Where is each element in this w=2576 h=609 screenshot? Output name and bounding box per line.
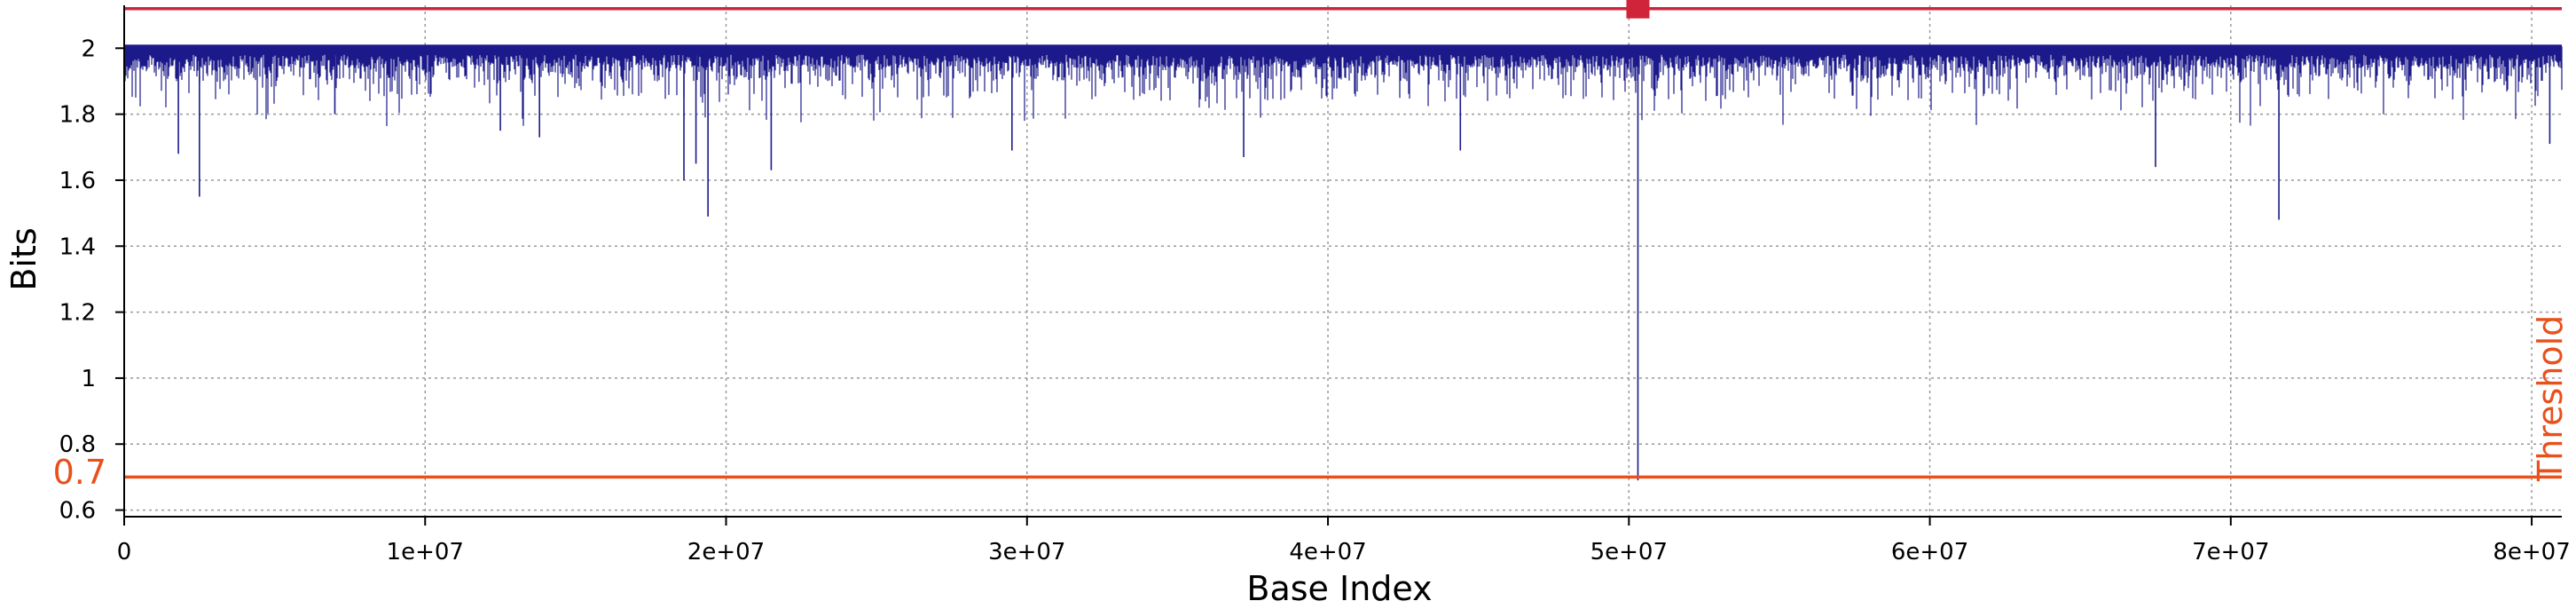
x-tick-label: 5e+07: [1590, 539, 1668, 566]
series-layer: [123, 44, 2563, 481]
y-tick-label: 0.8: [59, 431, 96, 458]
axis-layer: 0 1e+07 2e+07 3e+07 4e+07 5e+07 6e+07 7e+07 8e+0…: [59, 5, 2571, 566]
x-tick-label: 6e+07: [1891, 539, 1968, 566]
x-tick-label: 3e+07: [988, 539, 1065, 566]
x-tick-label: 2e+07: [687, 539, 765, 566]
x-tick-label: 4e+07: [1289, 539, 1366, 566]
y-tick-label: 0.6: [59, 498, 96, 525]
series-baseline-band: [124, 44, 2562, 54]
y-tick-label: 1.6: [59, 168, 96, 194]
x-tick-label: 0: [117, 539, 132, 566]
x-tick-label: 7e+07: [2192, 539, 2269, 566]
y-tick-label: 1: [81, 366, 96, 392]
y-tick-label: 2: [81, 36, 96, 62]
y-tick-label: 1.8: [59, 102, 96, 129]
max-bits-marker: [1626, 0, 1650, 19]
y-tick-label: 1.4: [59, 233, 96, 260]
x-tick-label: 8e+07: [2493, 539, 2570, 566]
threshold-value-label: 0.7: [53, 453, 106, 492]
reference-lines-layer: [124, 0, 2562, 479]
threshold-label: Threshold: [2531, 315, 2570, 482]
y-axis-title: Bits: [4, 227, 43, 290]
y-tick-label: 1.2: [59, 300, 96, 327]
x-tick-label: 1e+07: [387, 539, 464, 566]
x-axis-title: Base Index: [1246, 569, 1432, 608]
